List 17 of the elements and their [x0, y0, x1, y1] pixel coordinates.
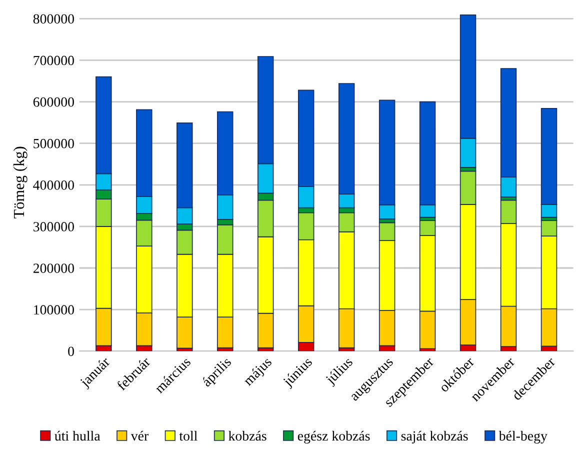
y-tick-label: 700000 — [34, 56, 74, 66]
legend-label: vér — [130, 430, 148, 441]
legend-label: egész kobzás — [298, 430, 370, 444]
y-tick-label: 0 — [68, 346, 74, 356]
y-tick-label: 800000 — [33, 14, 74, 24]
legend-label: saját kobzás — [401, 430, 468, 444]
y-tick-label: 100000 — [34, 305, 74, 315]
legend-label: kobzás — [228, 430, 266, 441]
y-axis-title: Tömeg (kg) — [13, 146, 28, 218]
y-tick-label: 500000 — [34, 138, 74, 148]
y-tick-label: 300000 — [34, 222, 74, 232]
legend-label: toll — [179, 430, 198, 441]
y-tick-label: 400000 — [33, 180, 74, 190]
legend-label: úti hulla — [54, 430, 100, 441]
legend-label: bél-begy — [498, 430, 548, 444]
y-tick-label: 600000 — [33, 97, 74, 107]
y-tick-label: 200000 — [33, 264, 74, 273]
